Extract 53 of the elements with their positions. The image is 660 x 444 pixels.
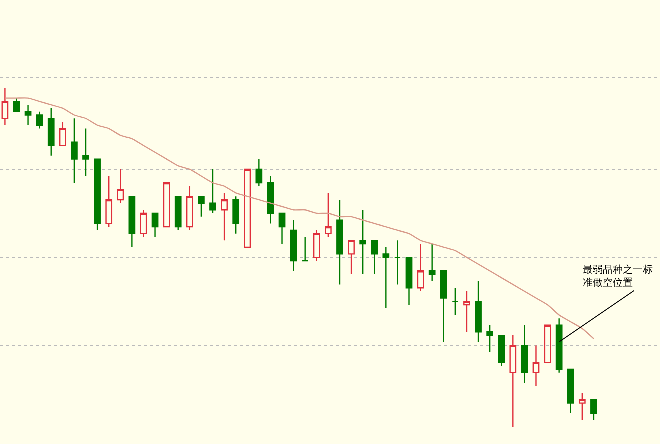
candlestick: [498, 334, 506, 367]
candlestick: [348, 240, 355, 276]
candlestick: [567, 368, 574, 414]
candlestick: [394, 240, 402, 286]
candlestick: [128, 196, 136, 248]
candlestick: [532, 345, 540, 387]
candlestick: [36, 111, 44, 130]
candlestick: [13, 98, 20, 112]
candlestick: [24, 104, 32, 126]
candlestick: [152, 212, 159, 238]
candlestick: [140, 210, 148, 238]
candlestick: [556, 318, 563, 374]
candlestick: [174, 196, 182, 232]
candlestick: [360, 210, 366, 276]
candlestick: [290, 220, 298, 272]
candlestick: [371, 240, 378, 276]
candlestick: [486, 324, 494, 354]
candlestick: [313, 230, 320, 262]
candlestick: [210, 168, 216, 214]
candlestick: [2, 88, 9, 126]
candlestick: [428, 243, 436, 282]
candlestick: [590, 399, 598, 421]
candlestick: [452, 287, 459, 316]
candlestick: [336, 199, 344, 286]
candlestick: [521, 324, 528, 384]
candlestick: [48, 108, 55, 157]
candlestick: [94, 158, 101, 232]
candlestick: [82, 128, 90, 177]
candlestick: [464, 290, 470, 333]
candlestick: [71, 118, 78, 184]
candlestick: [510, 334, 517, 428]
candlestick: [325, 192, 332, 238]
candlestick: [186, 186, 194, 232]
candlestick: [406, 256, 413, 306]
candlestick: [232, 196, 240, 234]
candlestick: [244, 168, 252, 248]
candlestick: [475, 280, 482, 343]
candlestick: [221, 192, 228, 242]
candlestick: [382, 246, 390, 310]
candlestick: [578, 392, 586, 421]
candlestick: [544, 324, 552, 364]
annotation: 最弱品种之一标准做空位置: [583, 264, 653, 289]
candlestick: [106, 176, 113, 228]
candlestick: [117, 168, 124, 204]
candlestick: [256, 158, 263, 188]
candlestick: [417, 243, 424, 292]
candlestick: [302, 236, 309, 262]
candlestick: [59, 121, 66, 146]
candlestick: [267, 176, 274, 224]
candlestick: [440, 270, 448, 343]
candlestick: [198, 196, 205, 218]
candlestick: [163, 182, 170, 228]
candlestick: [278, 212, 286, 245]
